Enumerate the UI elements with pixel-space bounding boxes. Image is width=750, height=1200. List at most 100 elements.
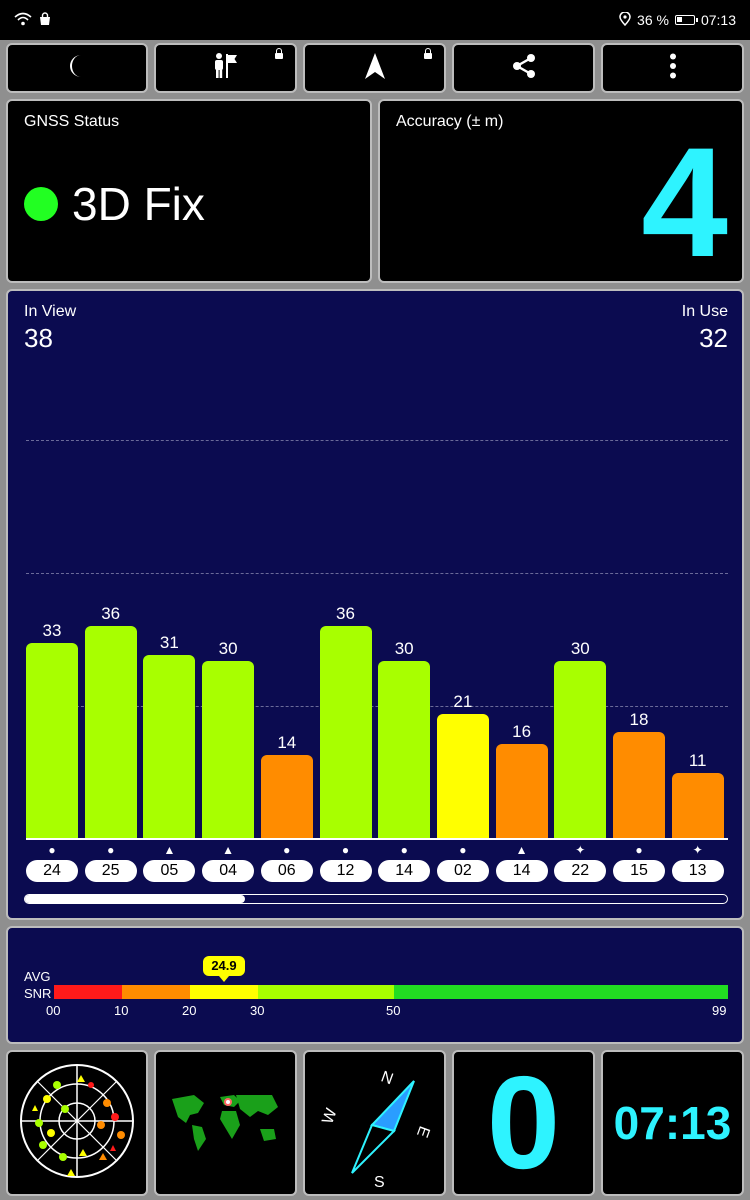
signal-bar bbox=[495, 743, 548, 838]
compass-south: S bbox=[374, 1174, 385, 1191]
compass-west: W bbox=[319, 1106, 340, 1127]
signal-bar bbox=[671, 773, 724, 838]
satellite-prn-label[interactable]: 15 bbox=[613, 860, 665, 882]
signal-value-label: 14 bbox=[277, 733, 297, 753]
satellite-prn-label[interactable]: 12 bbox=[319, 860, 372, 882]
lock-icon bbox=[424, 48, 432, 59]
snr-scale-bar bbox=[54, 985, 728, 999]
more-button[interactable] bbox=[601, 43, 744, 93]
satellite-prn-label[interactable]: 22 bbox=[554, 860, 607, 882]
satellite-prn-label[interactable]: 02 bbox=[436, 860, 489, 882]
snr-scale-segment bbox=[122, 985, 190, 999]
in-use-label: In Use bbox=[681, 303, 728, 320]
satellite-prn-label[interactable]: 25 bbox=[84, 860, 137, 882]
constellation-marker: ● bbox=[635, 843, 643, 857]
fix-status-text: 3D Fix bbox=[72, 178, 205, 230]
accuracy-card[interactable]: Accuracy (± m) 4 bbox=[378, 99, 744, 283]
signal-bar bbox=[554, 661, 607, 838]
lock-icon bbox=[275, 48, 283, 59]
sky-radar-tile[interactable] bbox=[6, 1050, 148, 1196]
avg-label: AVG bbox=[24, 969, 51, 984]
signal-value-label: 30 bbox=[570, 639, 590, 658]
in-view-label: In View bbox=[24, 303, 77, 320]
night-mode-button[interactable] bbox=[6, 43, 148, 93]
snr-labels: AVG SNR bbox=[24, 968, 51, 1002]
in-view-value: 38 bbox=[24, 323, 53, 353]
location-pin-icon bbox=[619, 10, 631, 29]
satellite-prn-label[interactable]: 24 bbox=[26, 860, 78, 882]
constellation-marker: ✦ bbox=[692, 843, 703, 857]
satellite-prn-label[interactable]: 06 bbox=[260, 860, 313, 882]
clock-tile[interactable]: 07:13 bbox=[601, 1050, 744, 1196]
battery-percent: 36 % bbox=[637, 12, 669, 28]
snr-tick-label: 20 bbox=[182, 1003, 197, 1018]
compass-needle-icon bbox=[350, 1080, 415, 1174]
satellite-prn-label[interactable]: 05 bbox=[143, 860, 196, 882]
speed-tile[interactable]: 0 bbox=[452, 1050, 595, 1196]
avg-snr-value: 24.9 bbox=[203, 956, 245, 982]
satellite-prn-label[interactable]: 14 bbox=[378, 860, 431, 882]
signal-bar bbox=[202, 661, 255, 838]
gridline bbox=[26, 706, 728, 707]
signal-value-label: 16 bbox=[512, 721, 532, 741]
chart-scroll-thumb[interactable] bbox=[25, 895, 245, 903]
constellation-marker: ▲ bbox=[163, 843, 176, 857]
avg-snr-card[interactable]: AVG SNR 00 10 20 30 50 99 24.9 bbox=[6, 926, 744, 1044]
in-use-value: 32 bbox=[699, 323, 728, 353]
compass-north: N bbox=[378, 1068, 395, 1088]
signal-bar bbox=[143, 655, 196, 838]
signal-bar bbox=[378, 661, 431, 838]
snr-scale-segment bbox=[190, 985, 258, 999]
navigation-button[interactable] bbox=[303, 43, 446, 93]
fix-status-dot bbox=[24, 187, 58, 221]
share-icon bbox=[511, 53, 537, 84]
signal-bar bbox=[613, 731, 665, 838]
wifi-icon bbox=[14, 12, 32, 29]
signal-value-label: 30 bbox=[394, 639, 414, 658]
satellite-signal-chart[interactable]: In View 38 In Use 32 33 ● 24 36 ● 25 31 ▲ 05 30 ▲ 0… bbox=[6, 289, 744, 920]
world-map-icon bbox=[167, 1088, 284, 1158]
snr-tick-label: 99 bbox=[712, 1003, 727, 1018]
world-map-tile[interactable] bbox=[154, 1050, 297, 1196]
share-button[interactable] bbox=[452, 43, 595, 93]
satellite-prn-label[interactable]: 13 bbox=[671, 860, 724, 882]
compass-rose: N E S W bbox=[319, 1068, 432, 1191]
signal-bar bbox=[436, 714, 489, 838]
battery-icon bbox=[674, 15, 698, 25]
shopping-bag-icon bbox=[38, 11, 52, 29]
moon-icon bbox=[65, 53, 89, 84]
constellation-marker: ● bbox=[48, 843, 56, 857]
chart-baseline bbox=[26, 838, 728, 840]
signal-bar bbox=[319, 625, 372, 838]
snr-tick-label: 00 bbox=[46, 1003, 61, 1018]
chart-scrollbar[interactable] bbox=[24, 894, 728, 904]
constellation-marker: ● bbox=[341, 843, 350, 857]
sky-radar-icon bbox=[17, 1061, 137, 1186]
constellation-marker: ▲ bbox=[515, 843, 528, 857]
signal-value-label: 36 bbox=[101, 603, 121, 623]
satellite-prn-label[interactable]: 04 bbox=[202, 860, 255, 882]
constellation-marker: ● bbox=[400, 843, 408, 857]
snr-scale-segment bbox=[54, 985, 122, 999]
compass-tile[interactable]: N E S W bbox=[303, 1050, 446, 1196]
gnss-status-card[interactable]: GNSS Status 3D Fix bbox=[6, 99, 372, 283]
constellation-marker: ✦ bbox=[575, 843, 586, 857]
person-flag-button[interactable] bbox=[154, 43, 297, 93]
constellation-marker: ● bbox=[459, 843, 467, 857]
status-bar: 36 % 07:13 bbox=[0, 0, 750, 40]
signal-value-label: 30 bbox=[218, 639, 238, 658]
snr-label: SNR bbox=[24, 986, 52, 1001]
status-time: 07:13 bbox=[700, 12, 736, 28]
constellation-marker: ● bbox=[107, 843, 115, 857]
signal-value-label: 31 bbox=[159, 633, 179, 653]
signal-bar bbox=[260, 755, 313, 838]
signal-value-label: 18 bbox=[629, 709, 649, 729]
signal-bar bbox=[84, 625, 137, 838]
constellation-marker: ● bbox=[283, 843, 291, 857]
clock-value: 07:13 bbox=[613, 1097, 732, 1149]
satellite-prn-label[interactable]: 14 bbox=[495, 860, 548, 882]
gnss-status-label: GNSS Status bbox=[24, 113, 120, 130]
snr-scale-segment bbox=[258, 985, 394, 999]
accuracy-label: Accuracy (± m) bbox=[396, 113, 504, 130]
signal-value-label: 33 bbox=[42, 621, 62, 641]
